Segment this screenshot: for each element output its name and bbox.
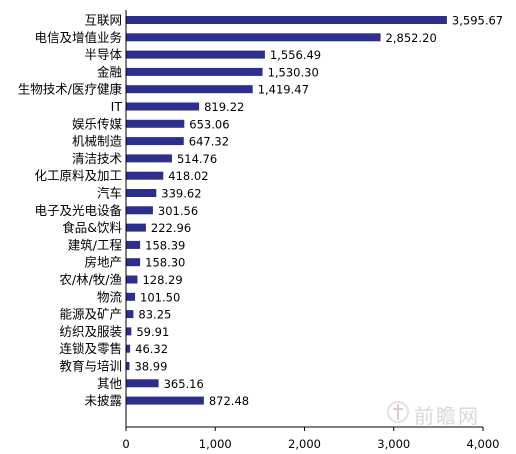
bar <box>126 310 134 319</box>
bar <box>126 50 265 59</box>
bar <box>126 102 200 111</box>
bar <box>126 275 138 284</box>
value-label: 222.96 <box>151 221 191 235</box>
bar <box>126 240 141 249</box>
value-label: 158.39 <box>145 238 185 252</box>
value-label: 2,852.20 <box>386 31 437 45</box>
category-label: 食品&饮料 <box>62 220 122 235</box>
value-label: 1,530.30 <box>268 65 319 79</box>
category-label: 半导体 <box>84 47 122 62</box>
category-label: IT <box>111 99 123 114</box>
watermark-text: 前瞻网 <box>414 404 480 428</box>
category-label: 汽车 <box>97 186 122 201</box>
category-label: 其他 <box>97 376 123 391</box>
value-label: 1,419.47 <box>258 83 309 97</box>
category-label: 纺织及服装 <box>59 324 122 339</box>
category-label: 未披露 <box>84 393 122 408</box>
bar <box>126 223 146 232</box>
category-label: 生物技术/医疗健康 <box>18 82 123 97</box>
bar <box>126 379 159 388</box>
x-tick-label: 3,000 <box>377 437 410 451</box>
category-label: 电信及增值业务 <box>34 30 122 45</box>
bar <box>126 206 153 215</box>
category-label: 物流 <box>97 289 123 304</box>
bar <box>126 137 184 146</box>
category-label: 娱乐传媒 <box>72 116 123 131</box>
value-label: 418.02 <box>168 169 208 183</box>
qianzhan-logo-icon <box>387 401 409 423</box>
category-label: 教育与培训 <box>59 359 122 374</box>
bar <box>126 189 157 197</box>
category-label: 互联网 <box>84 13 122 28</box>
x-tick-label: 4,000 <box>467 437 500 451</box>
value-label: 158.30 <box>145 256 185 270</box>
x-tick-label: 1,000 <box>199 437 232 451</box>
bar <box>126 396 204 405</box>
category-label: 农/林/牧/渔 <box>59 272 122 287</box>
category-label: 金融 <box>97 64 123 79</box>
value-label: 3,595.67 <box>452 14 503 28</box>
watermark: 前瞻网 <box>386 398 494 428</box>
value-label: 1,556.49 <box>270 48 321 62</box>
value-label: 365.16 <box>164 377 204 391</box>
bar <box>126 292 136 301</box>
value-label: 301.56 <box>158 204 198 218</box>
value-label: 46.32 <box>135 342 168 356</box>
bar <box>126 327 132 336</box>
value-label: 514.76 <box>177 152 217 166</box>
value-label: 819.22 <box>204 100 244 114</box>
value-label: 83.25 <box>138 308 171 322</box>
value-label: 647.32 <box>189 135 229 149</box>
bar <box>126 119 185 128</box>
value-label: 339.62 <box>161 187 201 201</box>
x-tick-label: 2,000 <box>288 437 321 451</box>
bar <box>126 33 381 42</box>
bar <box>126 344 131 353</box>
value-label: 101.50 <box>140 290 180 304</box>
category-label: 能源及矿产 <box>59 307 122 322</box>
bar <box>126 171 164 180</box>
value-label: 59.91 <box>136 325 169 339</box>
x-tick-label: 0 <box>122 437 129 451</box>
category-label: 建筑/工程 <box>68 237 123 252</box>
category-label: 机械制造 <box>72 134 123 149</box>
category-label: 连锁及零售 <box>59 341 122 356</box>
bar <box>126 67 263 76</box>
bar <box>126 154 172 163</box>
category-label: 电子及光电设备 <box>34 203 122 218</box>
value-label: 872.48 <box>209 394 249 408</box>
value-label: 38.99 <box>134 360 167 374</box>
value-label: 653.06 <box>189 117 229 131</box>
bar <box>126 258 141 267</box>
bar <box>126 16 447 24</box>
value-label: 128.29 <box>142 273 182 287</box>
category-label: 清洁技术 <box>72 151 123 166</box>
category-label: 化工原料及加工 <box>34 168 122 183</box>
bar <box>126 85 253 94</box>
category-label: 房地产 <box>84 255 122 270</box>
bar <box>126 362 130 370</box>
